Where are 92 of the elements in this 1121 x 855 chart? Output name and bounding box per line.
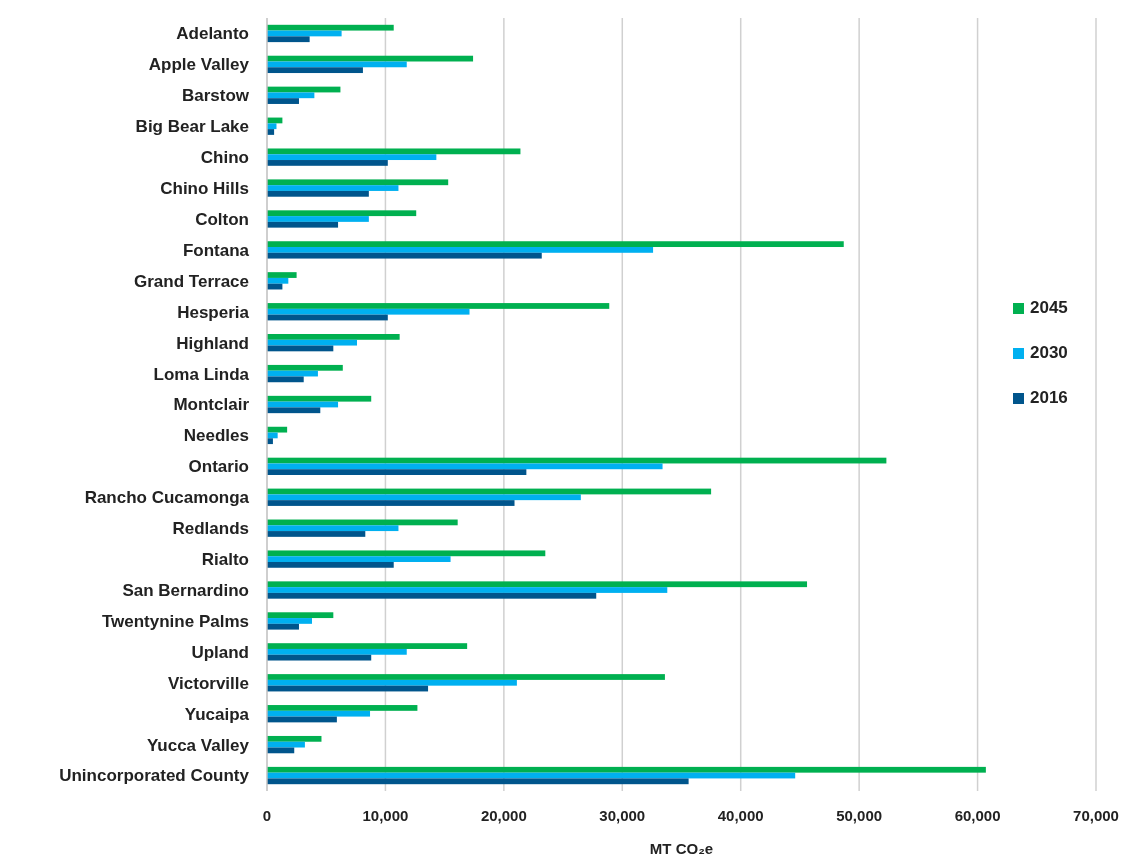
y-tick-label: Fontana (182, 240, 250, 260)
y-tick-label: Chino Hills (160, 179, 249, 199)
bar (267, 303, 610, 309)
bar (267, 531, 366, 537)
bar (267, 221, 339, 228)
x-tick-label: 10,000 (362, 807, 409, 824)
y-tick-label: Redlands (172, 519, 249, 539)
y-tick-label: Big Bear Lake (135, 117, 249, 137)
x-tick-label: 50,000 (836, 807, 883, 824)
bar (267, 308, 470, 315)
bar (267, 778, 689, 785)
legend-label: 2030 (1030, 343, 1068, 362)
x-tick-label: 40,000 (717, 807, 764, 824)
y-tick-label: Apple Valley (148, 55, 250, 75)
y-tick-label: Montclair (173, 395, 250, 415)
y-tick-label: San Bernardino (122, 580, 249, 600)
y-tick-label: Upland (191, 642, 249, 662)
bar (267, 67, 363, 74)
bar (267, 61, 407, 68)
bar (267, 407, 321, 414)
y-tick-label: Chino (200, 148, 249, 168)
y-tick-label: Twentynine Palms (101, 611, 249, 631)
bar (267, 469, 527, 475)
bar (267, 654, 372, 661)
y-tick-label: Rialto (201, 550, 249, 570)
y-tick-label: Rancho Cucamonga (84, 488, 250, 508)
bar (267, 252, 542, 259)
y-tick-label: Yucaipa (184, 704, 250, 724)
y-tick-label: Colton (195, 209, 249, 229)
bar (267, 210, 417, 217)
bar (267, 710, 371, 717)
bar (267, 247, 654, 253)
y-tick-label: Hesperia (177, 302, 250, 322)
y-tick-label: Grand Terrace (134, 271, 249, 291)
bar (267, 581, 808, 588)
y-tick-label: Ontario (188, 457, 249, 477)
bar (267, 339, 358, 346)
bar (267, 648, 407, 655)
bar (267, 334, 400, 340)
y-tick-label: Yucca Valley (146, 735, 250, 755)
y-tick-label: Adelanto (176, 24, 249, 44)
y-tick-label: Needles (183, 426, 249, 446)
bar (267, 36, 310, 43)
bar (267, 179, 449, 186)
bar (267, 272, 297, 278)
y-tick-label: Barstow (181, 86, 250, 106)
bar (267, 92, 315, 99)
bar (267, 277, 289, 284)
bar (267, 612, 334, 619)
bar (267, 216, 369, 222)
bar (267, 679, 517, 686)
x-tick-label: 20,000 (480, 807, 527, 824)
bar (267, 561, 394, 568)
x-tick-label: 70,000 (1073, 807, 1119, 824)
x-tick-label: 60,000 (954, 807, 1001, 824)
bar (267, 494, 581, 501)
x-axis-title: MT CO₂e (649, 840, 714, 855)
bar (267, 190, 369, 197)
bar (267, 185, 399, 191)
y-tick-label: Loma Linda (153, 364, 250, 384)
bar (267, 426, 288, 433)
bar (267, 550, 546, 557)
bar (267, 592, 597, 599)
bar (267, 643, 468, 649)
bar (267, 148, 521, 155)
bar (267, 525, 399, 532)
bar (267, 364, 343, 371)
bar (267, 24, 394, 31)
bar (267, 98, 299, 104)
y-tick-label: Victorville (168, 673, 249, 693)
bar (267, 500, 515, 506)
bar (267, 376, 304, 383)
y-tick-label: Highland (176, 333, 249, 353)
bar (267, 395, 372, 402)
bar (267, 556, 451, 562)
bar (267, 705, 418, 711)
bar (267, 766, 986, 773)
bar (267, 618, 312, 624)
bar (267, 241, 844, 248)
bar (267, 674, 665, 680)
bar (267, 623, 299, 630)
bar (267, 154, 437, 161)
legend-label: 2045 (1030, 298, 1068, 317)
x-tick-label: 0 (262, 807, 272, 824)
bar (267, 735, 322, 742)
x-tick-label: 30,000 (599, 807, 646, 824)
bar (267, 463, 663, 470)
y-tick-label: Unincorporated County (59, 766, 250, 786)
bar (267, 160, 388, 166)
legend-label: 2016 (1030, 388, 1068, 407)
bar (267, 587, 668, 593)
bar (267, 741, 305, 748)
